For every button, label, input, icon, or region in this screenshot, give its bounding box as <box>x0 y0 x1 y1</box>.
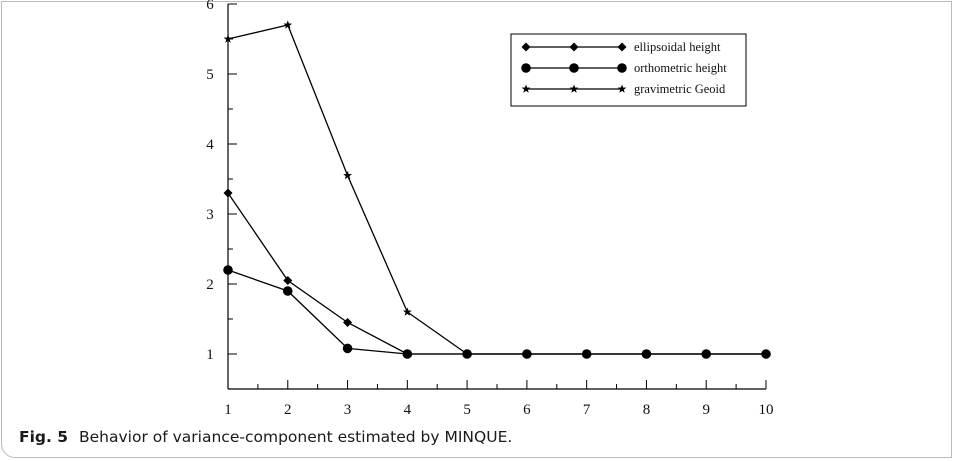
star-marker <box>617 84 627 93</box>
star-marker <box>521 84 531 93</box>
y-tick-label: 2 <box>206 277 214 293</box>
x-tick-label: 1 <box>224 402 232 418</box>
diamond-marker <box>343 318 353 327</box>
x-tick-label: 10 <box>759 402 774 418</box>
star-marker <box>582 349 592 358</box>
legend-entry-label: orthometric height <box>634 61 727 75</box>
figure-caption: Fig. 5 Behavior of variance-component es… <box>19 428 512 446</box>
star-marker <box>223 34 233 43</box>
circle-marker <box>282 286 293 296</box>
series-line <box>227 192 766 355</box>
series-diamond <box>223 188 771 359</box>
diamond-marker <box>617 42 627 52</box>
x-tick-label: 2 <box>284 402 292 418</box>
x-tick-label: 7 <box>583 402 591 418</box>
circle-marker <box>617 63 627 73</box>
x-tick-label: 6 <box>523 402 531 418</box>
circle-marker <box>521 63 531 73</box>
star-marker <box>569 84 579 93</box>
star-marker <box>761 349 771 358</box>
legend-entry-label: ellipsoidal height <box>634 40 721 54</box>
x-tick-label: 8 <box>643 402 651 418</box>
circle-marker <box>223 265 233 275</box>
y-tick-label: 5 <box>206 67 214 83</box>
figure-caption-text: Behavior of variance-component estimated… <box>79 428 513 446</box>
star-marker <box>402 307 412 316</box>
y-tick-label: 6 <box>206 0 214 13</box>
circle-marker <box>402 349 413 359</box>
star-marker <box>283 20 293 29</box>
x-tick-label: 4 <box>404 402 412 418</box>
series-line <box>227 24 766 355</box>
series-line <box>227 269 766 355</box>
line-chart: 1 2 3 4 5 6 1 2 3 4 5 6 7 8 9 10 ellipsoidal height orth… <box>206 0 773 418</box>
x-tick-label: 5 <box>463 402 471 418</box>
circle-marker <box>342 343 353 354</box>
figure-label: Fig. 5 <box>19 428 69 446</box>
chart-axes: 1 2 3 4 5 6 1 2 3 4 5 6 7 8 9 10 <box>206 0 773 418</box>
y-tick-label: 4 <box>206 137 214 153</box>
diamond-marker <box>223 188 233 198</box>
star-marker <box>642 349 651 358</box>
y-tick-label: 3 <box>206 207 214 223</box>
series-star <box>223 20 771 358</box>
x-tick-label: 3 <box>344 402 352 418</box>
legend-entry-label: gravimetric Geoid <box>634 82 726 96</box>
x-tick-label: 9 <box>702 402 710 418</box>
star-marker <box>462 349 472 358</box>
star-marker <box>522 349 532 358</box>
diamond-marker <box>569 42 579 52</box>
diamond-marker <box>283 276 293 285</box>
chart-legend: ellipsoidal height orthometric height grav… <box>510 33 747 107</box>
y-tick-label: 1 <box>206 347 214 363</box>
series-circle <box>223 265 771 359</box>
diamond-marker <box>521 42 531 52</box>
circle-marker <box>569 63 579 73</box>
chart-plot-area <box>223 20 771 359</box>
legend-box <box>510 33 747 107</box>
star-marker <box>343 170 352 180</box>
star-marker <box>701 349 711 358</box>
